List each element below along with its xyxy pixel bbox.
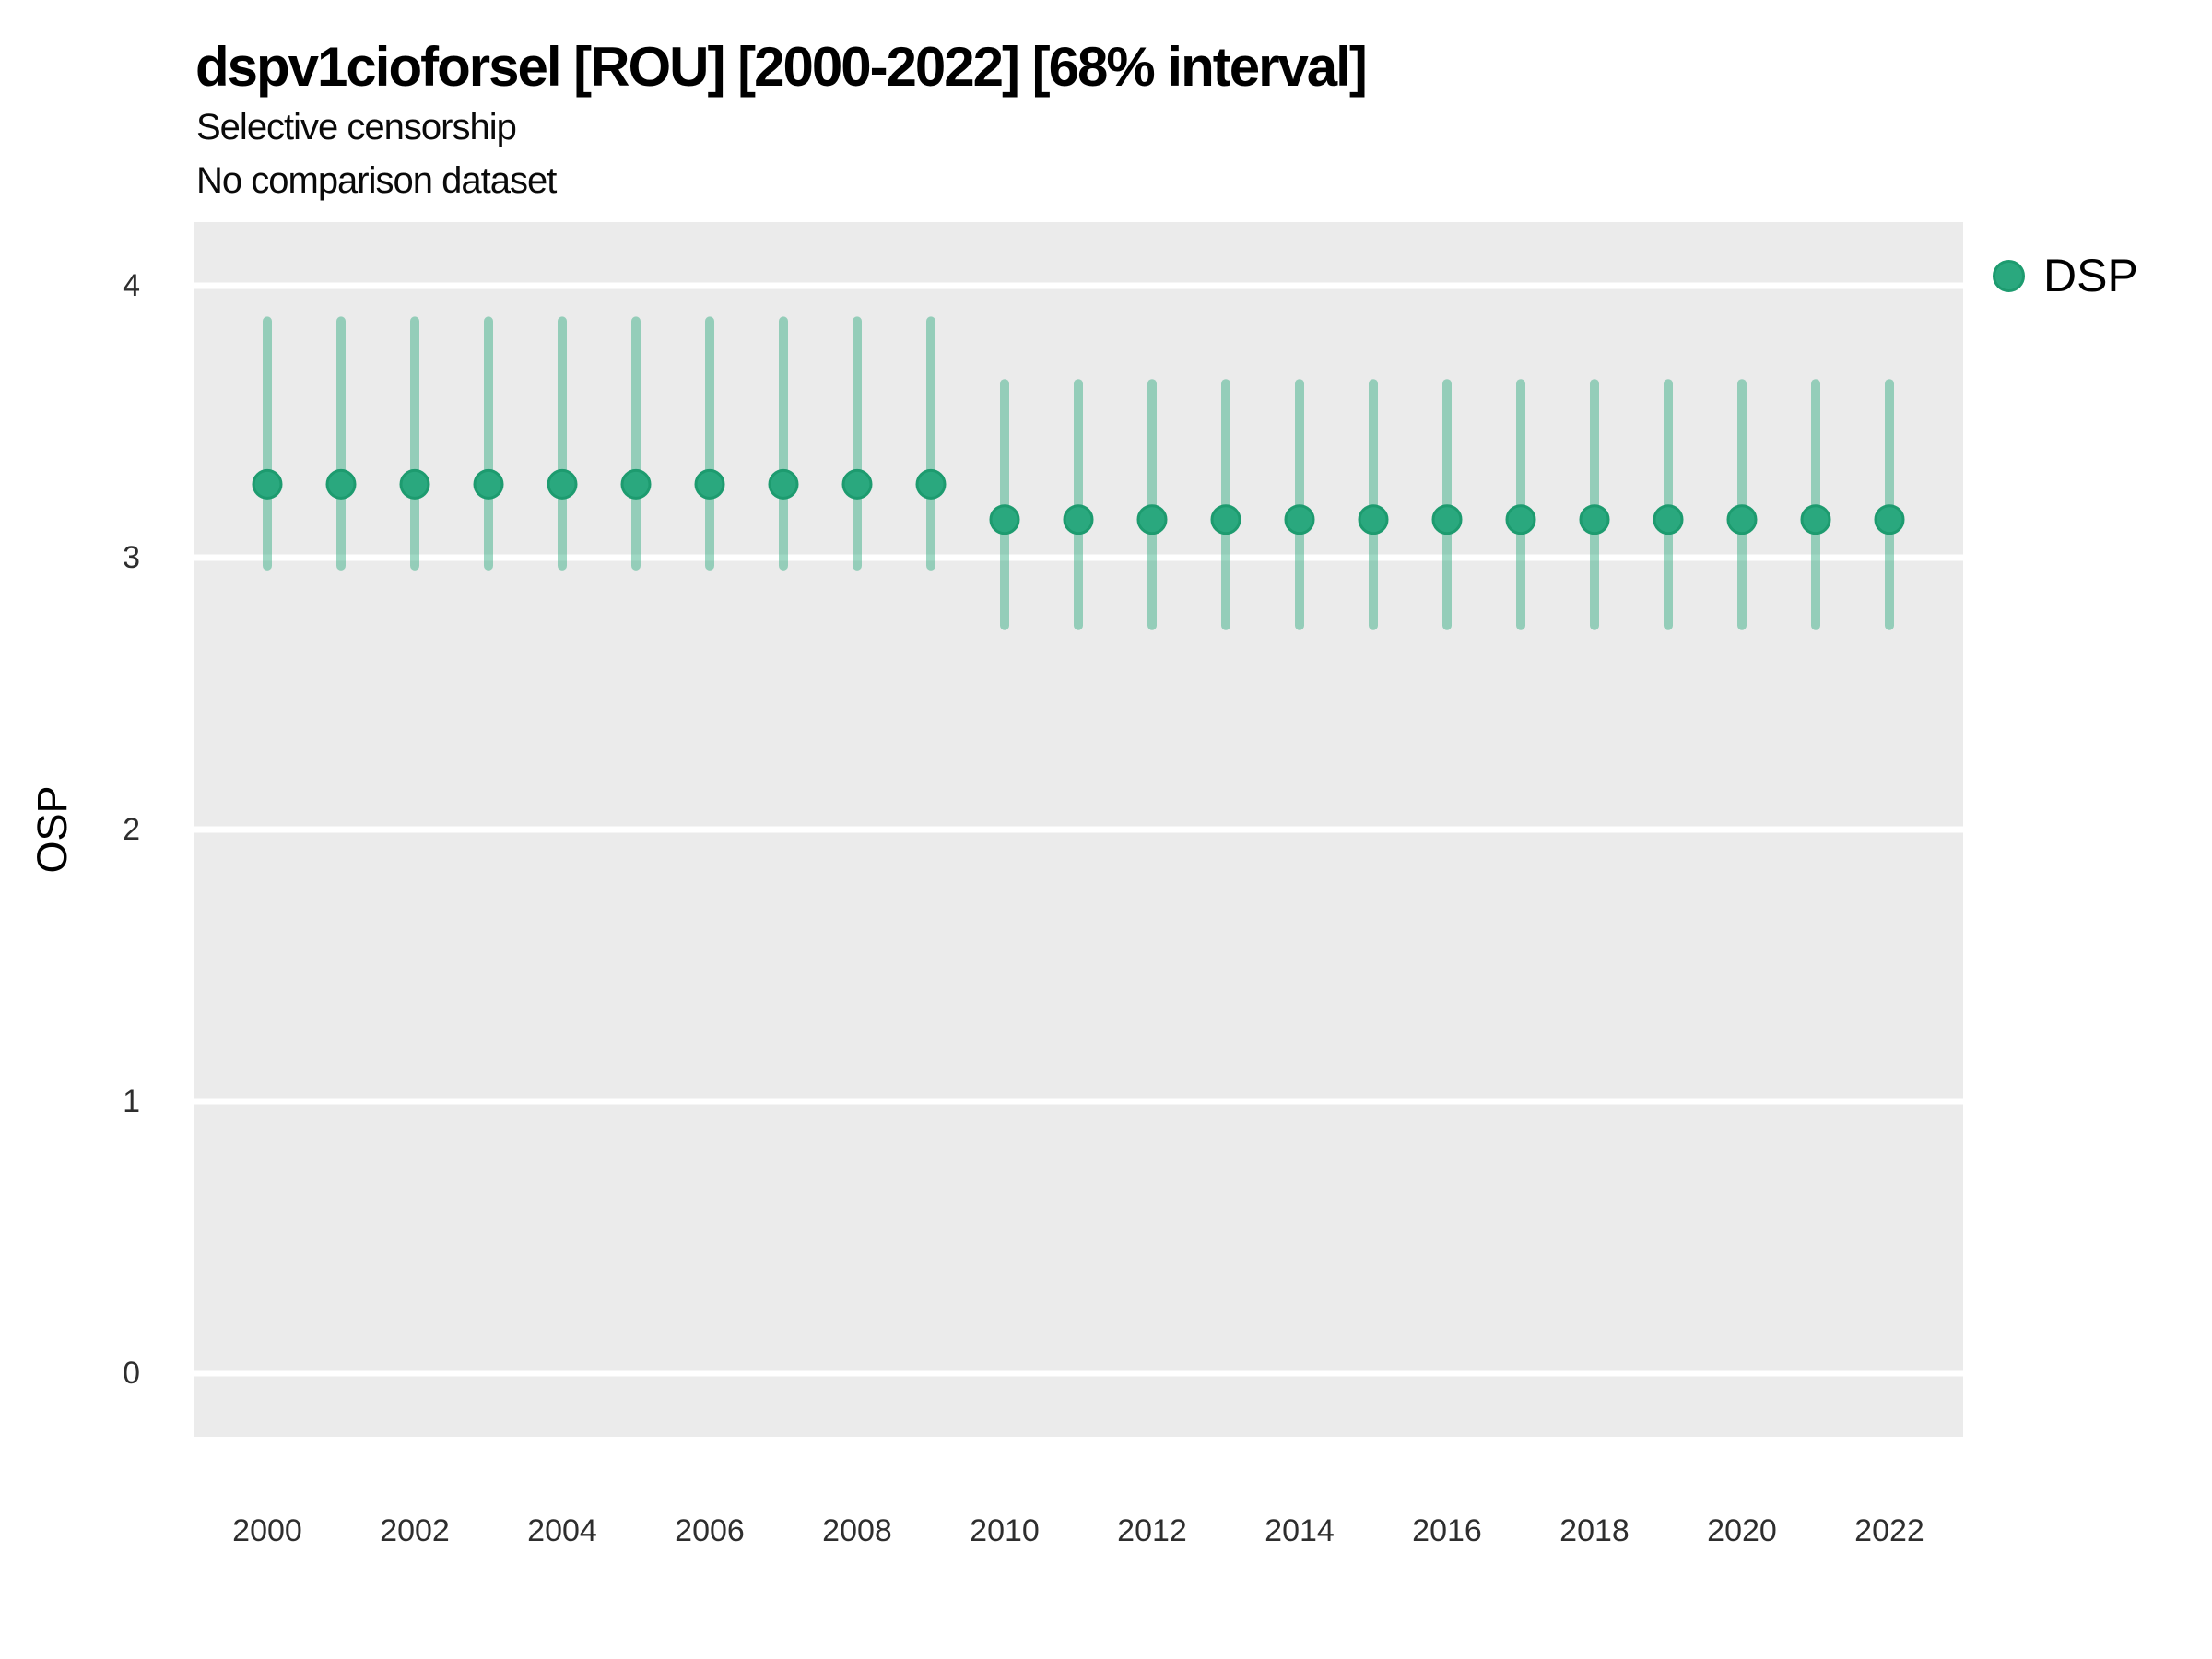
legend-point-icon — [1993, 259, 2025, 292]
point-marker — [1136, 504, 1168, 535]
point-marker — [1800, 504, 1831, 535]
point-marker — [473, 468, 504, 500]
point-marker — [989, 504, 1020, 535]
y-tick-label: 0 — [123, 1355, 140, 1391]
point-marker — [1358, 504, 1389, 535]
point-marker — [547, 468, 578, 500]
plot-panel — [194, 222, 1963, 1437]
x-tick-label: 2006 — [675, 1513, 745, 1548]
y-tick-label: 4 — [123, 268, 140, 304]
x-tick-label: 2012 — [1117, 1513, 1187, 1548]
point-marker — [1063, 504, 1094, 535]
point-marker — [841, 468, 873, 500]
point-marker — [399, 468, 430, 500]
point-marker — [1579, 504, 1610, 535]
x-tick-label: 2004 — [527, 1513, 597, 1548]
chart-subtitle: Selective censorship — [196, 107, 517, 147]
legend-label: DSP — [2043, 250, 2138, 301]
chart-title: dspv1cioforsel [ROU] [2000-2022] [68% in… — [195, 36, 1368, 98]
point-marker — [1874, 504, 1905, 535]
x-tick-label: 2002 — [380, 1513, 450, 1548]
point-marker — [694, 468, 725, 500]
x-tick-label: 2000 — [232, 1513, 302, 1548]
point-marker — [325, 468, 357, 500]
x-tick-label: 2020 — [1707, 1513, 1777, 1548]
x-tick-label: 2018 — [1559, 1513, 1630, 1548]
point-marker — [620, 468, 652, 500]
y-tick-label: 1 — [123, 1083, 140, 1119]
point-marker — [1210, 504, 1241, 535]
y-tick-label: 3 — [123, 540, 140, 575]
point-marker — [1653, 504, 1684, 535]
x-tick-label: 2010 — [970, 1513, 1040, 1548]
legend: DSP — [1993, 251, 2138, 300]
point-marker — [252, 468, 283, 500]
y-tick-label: 2 — [123, 812, 140, 847]
x-tick-label: 2022 — [1854, 1513, 1924, 1548]
x-tick-label: 2016 — [1412, 1513, 1482, 1548]
chart-note: No comparison dataset — [196, 160, 557, 201]
point-marker — [1726, 504, 1758, 535]
point-marker — [1431, 504, 1463, 535]
point-marker — [768, 468, 799, 500]
x-tick-label: 2008 — [822, 1513, 892, 1548]
x-tick-label: 2014 — [1265, 1513, 1335, 1548]
point-marker — [1284, 504, 1315, 535]
pointrange-plot — [194, 282, 1963, 1377]
point-marker — [1505, 504, 1536, 535]
point-marker — [915, 468, 947, 500]
